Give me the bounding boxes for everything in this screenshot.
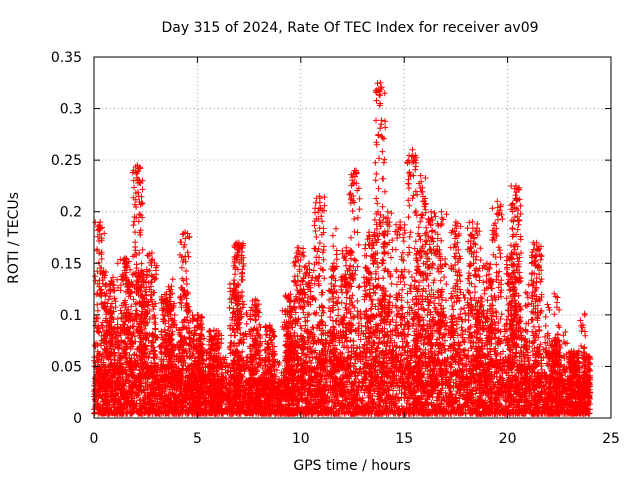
x-tick-label: 5 — [193, 431, 202, 447]
x-axis-label: GPS time / hours — [293, 458, 410, 474]
y-tick-label: 0.15 — [51, 256, 82, 272]
x-tick-label: 0 — [90, 431, 99, 447]
y-tick-label: 0.25 — [51, 153, 82, 169]
x-tick-label: 25 — [602, 431, 620, 447]
x-tick-label: 20 — [499, 431, 517, 447]
y-tick-label: 0.35 — [51, 50, 82, 66]
chart-title: Day 315 of 2024, Rate Of TEC Index for r… — [161, 20, 538, 36]
data-points — [91, 79, 594, 417]
y-tick-label: 0.1 — [60, 308, 82, 324]
y-tick-label: 0.05 — [51, 359, 82, 375]
x-axis-ticks: 0 5 10 15 20 25 — [90, 57, 620, 447]
y-tick-label: 0.2 — [60, 205, 82, 221]
plot-frame — [93, 56, 612, 419]
y-tick-label: 0 — [73, 411, 82, 427]
y-axis-ticks: 0 0.05 0.1 0.15 0.2 0.25 0.3 0.35 — [51, 50, 611, 427]
y-axis-label: ROTI / TECUs — [6, 192, 22, 284]
x-tick-label: 15 — [395, 431, 413, 447]
x-tick-label: 10 — [292, 431, 310, 447]
y-tick-label: 0.3 — [60, 102, 82, 118]
roti-plus-markers — [91, 79, 594, 417]
